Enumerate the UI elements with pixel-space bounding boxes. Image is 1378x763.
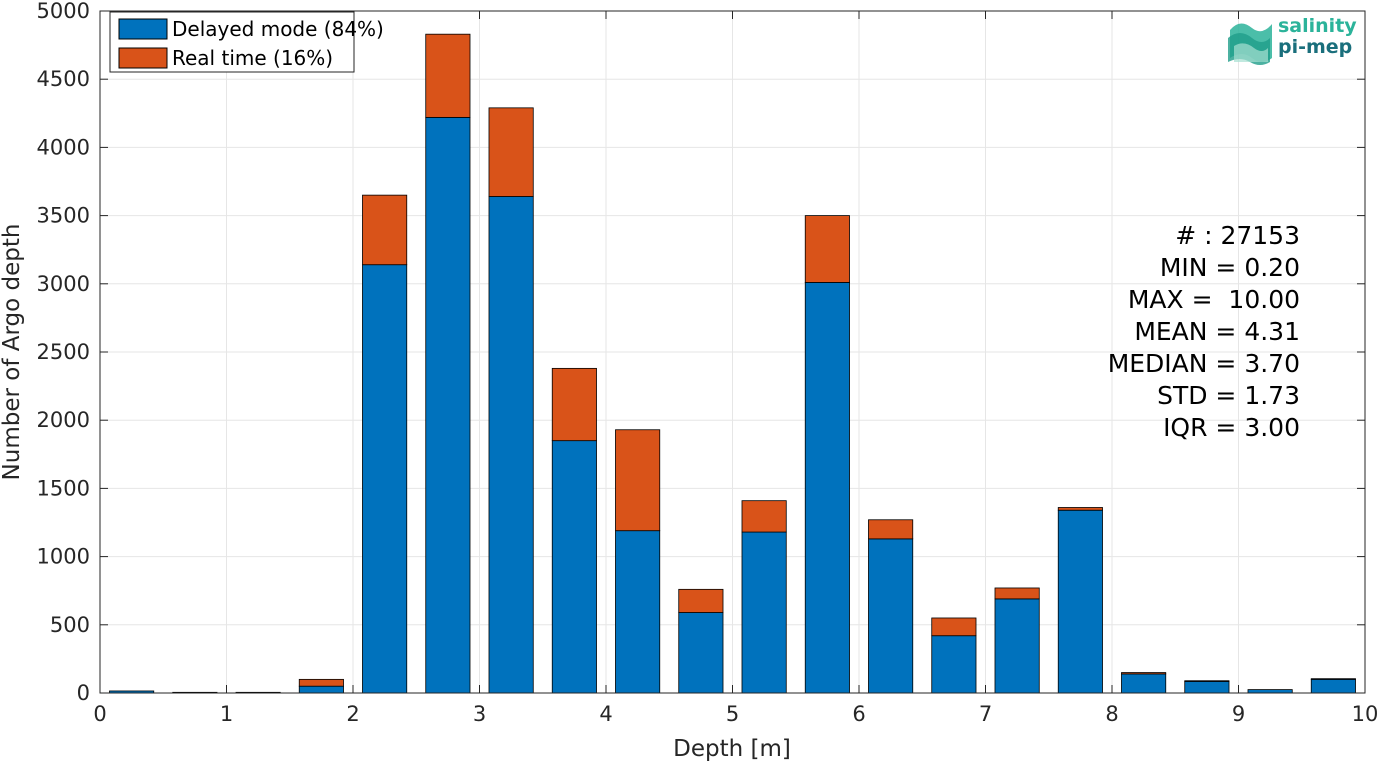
y-tick-label: 500 [50,613,90,637]
bar-real-time [1057,507,1103,511]
bar-delayed-mode [1057,509,1103,694]
logo-text-salinity: salinity [1278,15,1357,37]
stat-min: MIN = 0.20 [1160,253,1300,282]
salinity-pi-mep-logo: salinity pi-mep [1228,15,1357,65]
x-tick-label: 1 [220,702,233,726]
stat-max: MAX = 10.00 [1128,285,1300,314]
x-tick-label: 9 [1232,702,1245,726]
bar-delayed-mode [868,538,914,694]
bar-delayed-mode [298,685,344,694]
x-tick-label: 6 [852,702,865,726]
y-tick-label: 1500 [37,476,90,500]
bar-delayed-mode [551,440,597,694]
statistics-box: # : 27153 MIN = 0.20 MAX = 10.00 MEAN = … [1108,221,1300,442]
x-tick-label: 7 [979,702,992,726]
y-tick-label: 4000 [37,135,90,159]
bars [109,33,1356,694]
y-tick-label: 3500 [37,204,90,228]
bar-real-time [551,367,597,442]
stat-std: STD = 1.73 [1157,381,1300,410]
x-axis-label: Depth [m] [673,736,791,762]
legend-label-realtime: Real time (16%) [172,46,333,70]
bar-real-time [1184,680,1230,682]
bar-real-time [804,215,850,283]
y-tick-label: 3000 [37,272,90,296]
x-tick-label: 0 [93,702,106,726]
wave-logo-icon [1228,23,1272,65]
bar-real-time [931,617,977,637]
bar-delayed-mode [1310,678,1356,694]
bar-real-time [298,678,344,687]
stat-median: MEDIAN = 3.70 [1108,349,1300,378]
bar-delayed-mode [488,196,534,694]
bar-real-time [615,429,661,532]
logo-text-pimep: pi-mep [1278,36,1352,58]
bar-delayed-mode [425,116,471,694]
y-tick-label: 2000 [37,408,90,432]
bar-real-time [362,194,408,266]
y-tick-label: 2500 [37,340,90,364]
x-tick-label: 4 [599,702,612,726]
stat-mean: MEAN = 4.31 [1134,317,1300,346]
bar-real-time [1310,678,1356,680]
x-tick-label: 2 [346,702,359,726]
bar-delayed-mode [741,531,787,694]
y-tick-label: 5000 [37,0,90,23]
y-tick-label: 1000 [37,545,90,569]
y-axis-label: Number of Argo depth [0,224,25,481]
bar-real-time [741,500,787,533]
legend-swatch-delayed [118,18,168,40]
bar-real-time [488,107,534,197]
bar-real-time [425,33,471,118]
y-tick-label: 0 [77,681,90,705]
bar-delayed-mode [804,282,850,694]
x-tick-label: 3 [473,702,486,726]
x-tick-label: 5 [726,702,739,726]
legend-label-delayed: Delayed mode (84%) [172,17,384,41]
stat-count: # : 27153 [1175,221,1300,250]
bar-delayed-mode [615,530,661,694]
bar-delayed-mode [1121,673,1167,694]
x-tick-label: 10 [1352,702,1378,726]
bar-delayed-mode [1184,681,1230,694]
y-tick-label: 4500 [37,67,90,91]
stat-iqr: IQR = 3.00 [1163,413,1300,442]
x-tick-label: 8 [1105,702,1118,726]
bar-real-time [994,587,1040,600]
bar-real-time [678,588,724,613]
bar-delayed-mode [362,264,408,694]
bar-delayed-mode [1247,689,1293,694]
bar-delayed-mode [994,598,1040,694]
bar-delayed-mode [931,635,977,694]
bar-real-time [1121,672,1167,675]
legend: Delayed mode (84%) Real time (16%) [109,11,384,73]
legend-swatch-realtime [118,47,168,69]
bar-real-time [868,519,914,540]
bar-delayed-mode [678,612,724,694]
y-axis-ticks: 0 500 1000 1500 2000 2500 3000 3500 4000 4500 5000 [37,0,1365,705]
